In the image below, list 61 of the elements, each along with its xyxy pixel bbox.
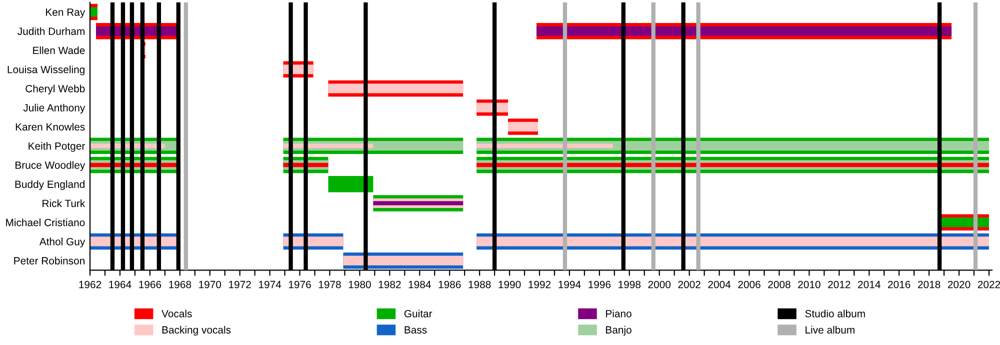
x-tick-label: 1982	[378, 280, 401, 288]
y-tick-label: Buddy England	[15, 180, 84, 190]
x-tick-label: 1998	[618, 280, 641, 288]
x-tick-label: 1964	[109, 280, 132, 288]
legend-label: Banjo	[606, 326, 632, 336]
x-tick-label: 1996	[588, 280, 611, 288]
y-tick-label: Bruce Woodley	[16, 161, 86, 171]
x-tick-label: 2010	[798, 280, 820, 288]
x-tick-label: 2020	[948, 280, 970, 288]
x-tick-label: 2000	[648, 280, 671, 288]
x-tick-label: 2018	[918, 280, 940, 288]
y-tick-label: Rick Turk	[42, 199, 86, 208]
y-tick-label: Athol Guy	[39, 238, 86, 248]
x-tick-label: 2002	[678, 280, 700, 288]
bar	[373, 201, 464, 206]
bar	[536, 26, 952, 36]
x-tick-label: 2012	[828, 280, 850, 288]
y-tick-label: Cheryl Webb	[26, 84, 85, 94]
x-tick-label: 2014	[858, 280, 880, 288]
y-tick-label: Karen Knowles	[16, 122, 85, 131]
y-tick-label: Peter Robinson	[14, 256, 84, 264]
x-tick-label: 2016	[888, 280, 910, 288]
legend-label: Guitar	[404, 310, 432, 318]
legend-label: Vocals	[162, 310, 192, 318]
legend-label: Live album	[806, 326, 854, 334]
x-tick-label: 2022	[978, 280, 1000, 288]
legend-label: Piano	[606, 310, 632, 318]
bar	[90, 7, 98, 17]
x-tick-label: 1968	[169, 280, 192, 288]
x-tick-label: 1972	[229, 280, 251, 288]
y-tick-label: Julie Anthony	[23, 104, 86, 114]
x-tick-label: 1962	[79, 280, 102, 288]
y-tick-label: Keith Potger	[28, 142, 85, 152]
x-tick-label: 1978	[318, 280, 341, 288]
bar	[476, 144, 613, 148]
y-tick-label: Ellen Wade	[33, 46, 85, 54]
x-tick-label: 2008	[768, 280, 790, 288]
x-tick-label: 1992	[528, 280, 551, 288]
bar	[508, 122, 538, 132]
x-tick-label: 2006	[738, 280, 760, 288]
y-tick-label: Michael Cristiano	[6, 218, 85, 226]
x-tick-label: 1966	[139, 280, 162, 288]
y-tick-label: Louisa Wisseling	[8, 66, 84, 76]
x-tick-label: 1988	[468, 280, 491, 288]
x-tick-label: 1986	[438, 280, 461, 288]
x-tick-label: 1980	[348, 280, 371, 288]
legend-label: Studio album	[805, 310, 865, 318]
bar	[476, 236, 990, 246]
x-tick-label: 1974	[259, 280, 282, 288]
x-tick-label: 1994	[558, 280, 581, 288]
y-tick-label: Judith Durham	[18, 27, 84, 35]
x-tick-label: 1970	[199, 280, 222, 288]
x-tick-label: 1984	[408, 280, 431, 288]
x-tick-label: 1976	[288, 280, 311, 288]
bar	[328, 84, 464, 94]
x-tick-label: 1990	[498, 280, 521, 288]
bar	[343, 256, 464, 266]
x-tick-label: 2004	[708, 280, 731, 288]
legend-label: Bass	[404, 326, 427, 334]
legend-label: Backing vocals	[162, 326, 231, 336]
y-tick-label: Ken Ray	[46, 8, 86, 18]
